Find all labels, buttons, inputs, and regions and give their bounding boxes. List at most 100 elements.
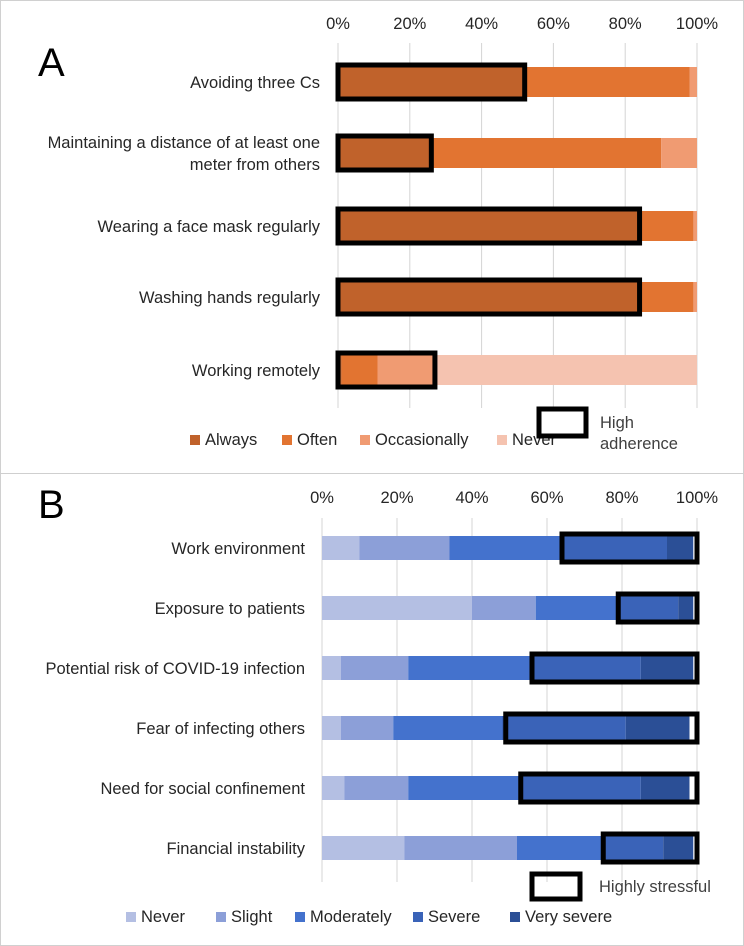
chartB-bar-moderately <box>393 716 502 740</box>
chartB-highlight-legend-box <box>529 871 583 902</box>
chartB-highlight-box <box>559 531 700 565</box>
chartB-bar-severe <box>618 596 679 620</box>
chartB-bar-severe <box>502 716 626 740</box>
chartA-bar-occasionally <box>693 211 697 241</box>
chartB-bar-slight <box>359 536 450 560</box>
chartA-category-label: Working remotely <box>192 362 321 380</box>
chartA-tick-label: 40% <box>465 15 498 33</box>
chartA-bar-always <box>338 211 640 241</box>
chartB-bar-severe <box>562 536 667 560</box>
chartA-highlight-box <box>335 206 643 246</box>
chartB-bar-slight <box>404 836 517 860</box>
chartA-tick-label: 20% <box>393 15 426 33</box>
chartA-bar-always <box>338 282 640 312</box>
chartB-highlight-box <box>518 771 700 805</box>
chartA-bar-often <box>639 282 694 312</box>
chartA-bar-often <box>639 211 694 241</box>
chartA-category-label: Washing hands regularly <box>139 289 321 307</box>
chartB-bar-very-severe <box>663 836 694 860</box>
chartB-legend-label: Never <box>141 908 186 926</box>
chartB-legend-swatch <box>126 912 136 922</box>
chartA-category-label: Avoiding three Cs <box>190 74 320 92</box>
chartB-category-label: Financial instability <box>167 840 306 858</box>
chartB-bar-never <box>322 716 341 740</box>
chartA-highlight-box <box>335 350 438 390</box>
chartB-bar-very-severe <box>678 596 694 620</box>
chartA-highlight-box <box>335 133 434 173</box>
chartB-bar-very-severe <box>640 776 690 800</box>
chartB-legend-label: Slight <box>231 908 273 926</box>
chartB-bar-never <box>322 776 345 800</box>
chartB-tick-label: 0% <box>310 489 334 507</box>
chartB-bar-never <box>322 836 405 860</box>
chartA-panel-label: A <box>38 41 65 85</box>
chartB-bar-very-severe <box>640 656 694 680</box>
chartB-bar-moderately <box>408 776 521 800</box>
chartB-highlight-box <box>503 711 700 745</box>
chartB-legend-swatch <box>510 912 520 922</box>
chartA-highlight-legend-label: High <box>600 414 634 432</box>
chartA-category-label: meter from others <box>190 156 320 174</box>
chartA-category-label: Maintaining a distance of at least one <box>48 134 320 152</box>
chartA-legend-swatch <box>282 435 292 445</box>
chartB-highlight-box <box>615 591 700 625</box>
chartA-tick-label: 80% <box>609 15 642 33</box>
chartB-bar-moderately <box>535 596 619 620</box>
chartA-highlight-legend-label: adherence <box>600 435 678 453</box>
chartB-category-label: Work environment <box>171 540 305 558</box>
chartB-legend-swatch <box>413 912 423 922</box>
chartA-bar-always <box>338 138 432 168</box>
chartB-bar-moderately <box>408 656 532 680</box>
chartA-bar-never <box>434 355 697 385</box>
chartB-bar-never <box>322 656 341 680</box>
panel-divider <box>0 473 744 474</box>
chartA-highlight-box <box>335 277 643 317</box>
chartB-bar-never <box>322 596 472 620</box>
chartB-highlight-box <box>529 651 700 685</box>
chartA-legend-swatch <box>497 435 507 445</box>
chartB-highlight-box <box>600 831 700 865</box>
chartB-tick-label: 40% <box>455 489 488 507</box>
chartA-tick-label: 0% <box>326 15 350 33</box>
chartA-category-label: Wearing a face mask regularly <box>97 218 320 236</box>
chartA-legend-label: Always <box>205 431 257 449</box>
chartB-bar-slight <box>340 656 409 680</box>
chartA-bar-occasionally <box>689 67 697 97</box>
chartB-bar-never <box>322 536 360 560</box>
chartA-highlight-legend-box <box>536 406 589 439</box>
chartA-bar-often <box>524 67 690 97</box>
chartA-bar-occasionally <box>377 355 435 385</box>
chartB-highlight-legend-label: Highly stressful <box>599 878 711 896</box>
chartB-tick-label: 60% <box>530 489 563 507</box>
chartA-bar-often <box>431 138 662 168</box>
chartA-bar-always <box>338 67 525 97</box>
chartA-bar-occasionally <box>693 282 697 312</box>
chartB-category-label: Fear of infecting others <box>136 720 305 738</box>
chartB-legend-label: Very severe <box>525 908 612 926</box>
chartA-legend-label: Often <box>297 431 337 449</box>
chartB-bar-slight <box>340 716 394 740</box>
chartB-tick-label: 100% <box>676 489 719 507</box>
chartB-tick-label: 20% <box>380 489 413 507</box>
chartB-bar-moderately <box>449 536 562 560</box>
chartB-tick-label: 80% <box>605 489 638 507</box>
chartA-legend-label: Occasionally <box>375 431 469 449</box>
chartA-tick-label: 100% <box>676 15 719 33</box>
chartA-legend-swatch <box>190 435 200 445</box>
chartB-bar-slight <box>344 776 409 800</box>
chartB-legend-swatch <box>216 912 226 922</box>
chartA-tick-label: 60% <box>537 15 570 33</box>
chartB-bar-severe <box>603 836 664 860</box>
chartB-bar-very-severe <box>625 716 690 740</box>
chartB-panel-label: B <box>38 483 65 527</box>
chartB-category-label: Exposure to patients <box>155 600 305 618</box>
chartB-bar-moderately <box>517 836 604 860</box>
chartB-legend-label: Severe <box>428 908 480 926</box>
chartA-bar-occasionally <box>661 138 697 168</box>
chartB-bar-very-severe <box>667 536 694 560</box>
chartB-bar-slight <box>472 596 536 620</box>
chartA-bar-often <box>341 355 378 385</box>
chartB-bar-severe <box>520 776 641 800</box>
chartB-bar-severe <box>532 656 641 680</box>
chartB-category-label: Need for social confinement <box>100 780 305 798</box>
